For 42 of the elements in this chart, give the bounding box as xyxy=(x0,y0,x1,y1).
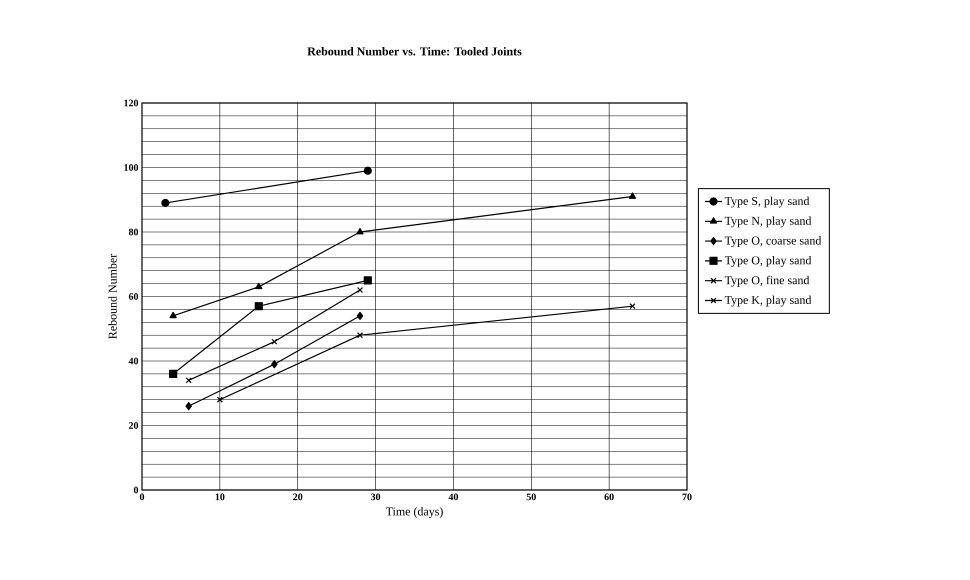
y-tick-label: 40 xyxy=(128,358,138,364)
x-axis-title: Time (days) xyxy=(386,507,443,518)
legend-label: Type N, play sand xyxy=(724,216,812,228)
legend-label: Type O, fine sand xyxy=(724,276,810,287)
point xyxy=(170,312,177,318)
point xyxy=(169,370,178,378)
x-tick-label: 10 xyxy=(216,494,224,500)
legend-label: Type K, play sand xyxy=(724,296,812,306)
point xyxy=(216,396,223,403)
chart-title: Rebound Number vs. Time: Tooled Joints xyxy=(307,47,522,56)
point xyxy=(356,312,364,320)
y-tick-label: 20 xyxy=(128,422,138,429)
legend-label: Type O, coarse sand xyxy=(724,236,822,248)
x-tick-label: 20 xyxy=(293,494,302,500)
point xyxy=(356,332,364,338)
point xyxy=(255,282,262,290)
point xyxy=(364,276,372,284)
legend-label: Type S, play sand xyxy=(724,196,810,208)
point xyxy=(186,402,192,410)
point xyxy=(364,166,372,175)
point xyxy=(271,360,278,368)
x-tick-label: 60 xyxy=(604,494,614,500)
point xyxy=(628,192,636,199)
x-tick-label: 30 xyxy=(370,494,380,500)
x-tick-label: 70 xyxy=(682,494,692,500)
point xyxy=(254,302,263,310)
y-tick-label: 80 xyxy=(128,228,138,236)
point xyxy=(356,228,364,234)
point xyxy=(186,377,192,384)
x-tick-label: 40 xyxy=(448,494,458,500)
y-tick-label: 100 xyxy=(124,164,138,171)
point xyxy=(161,198,170,208)
y-axis-title: Rebound Number xyxy=(108,254,117,339)
y-tick-label: 60 xyxy=(128,293,138,300)
point xyxy=(629,303,636,310)
x-tick-label: 50 xyxy=(526,494,536,500)
point xyxy=(271,338,278,345)
y-tick-label: 0 xyxy=(134,486,138,494)
x-tick-label: 0 xyxy=(140,494,144,500)
legend-label: Type O, play sand xyxy=(724,256,812,267)
y-tick-label: 120 xyxy=(124,100,138,106)
point xyxy=(356,286,364,294)
